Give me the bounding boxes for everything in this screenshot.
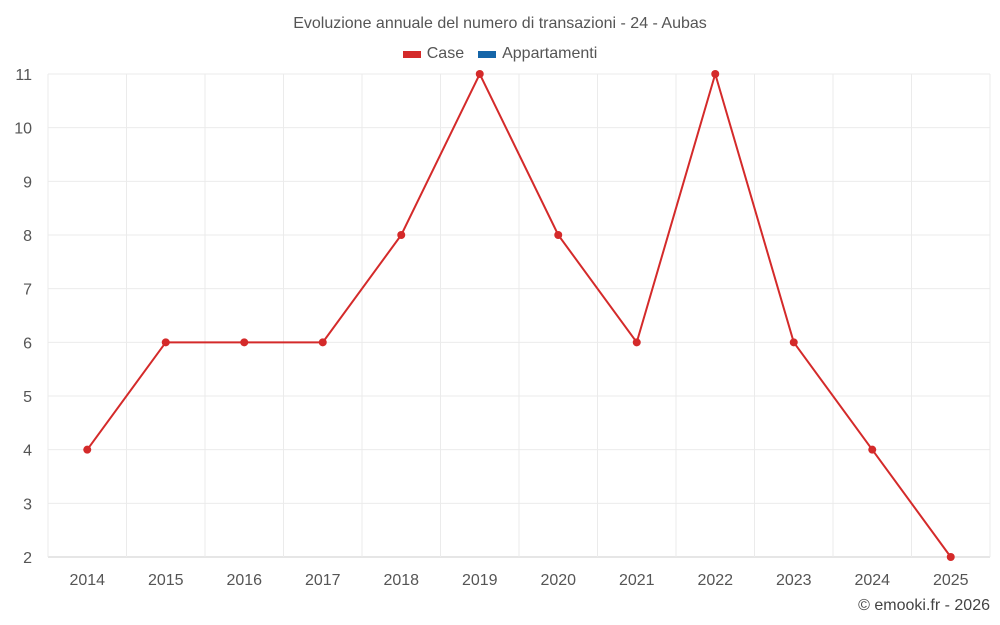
chart-legend: Case Appartamenti xyxy=(0,45,1000,63)
legend-item-case[interactable]: Case xyxy=(402,45,465,63)
x-tick-label: 2025 xyxy=(933,572,969,589)
y-tick-label: 2 xyxy=(23,550,32,567)
y-tick-label: 4 xyxy=(23,443,32,460)
x-tick-label: 2023 xyxy=(776,572,812,589)
y-tick-label: 6 xyxy=(23,335,32,352)
x-tick-label: 2015 xyxy=(148,572,184,589)
y-tick-label: 7 xyxy=(23,282,32,299)
legend-label-appartamenti: Appartamenti xyxy=(502,45,598,62)
data-point xyxy=(397,231,406,239)
data-point xyxy=(554,231,563,239)
x-tick-label: 2022 xyxy=(697,572,733,589)
data-point xyxy=(789,338,798,347)
y-tick-label: 8 xyxy=(23,228,32,245)
y-tick-label: 10 xyxy=(14,121,32,138)
x-tick-label: 2017 xyxy=(305,572,341,589)
x-tick-label: 2018 xyxy=(383,572,419,589)
data-point xyxy=(632,338,641,347)
legend-item-appartamenti[interactable]: Appartamenti xyxy=(478,45,597,63)
data-point xyxy=(161,338,170,347)
legend-swatch-case xyxy=(402,50,421,58)
y-tick-label: 3 xyxy=(23,496,32,513)
data-point xyxy=(946,553,955,561)
x-tick-label: 2016 xyxy=(226,572,262,589)
x-tick-label: 2019 xyxy=(462,572,498,589)
y-tick-label: 5 xyxy=(23,389,32,406)
x-tick-label: 2020 xyxy=(540,572,576,589)
legend-swatch-appartamenti xyxy=(478,50,497,58)
y-tick-label: 9 xyxy=(23,174,32,191)
legend-label-case: Case xyxy=(426,45,465,62)
data-point xyxy=(83,445,92,454)
data-point xyxy=(868,445,877,454)
x-tick-label: 2024 xyxy=(854,572,890,589)
x-tick-label: 2021 xyxy=(619,572,655,589)
data-point xyxy=(240,338,249,347)
series-line-0 xyxy=(86,70,952,558)
chart-title: Evoluzione annuale del numero di transaz… xyxy=(293,15,707,32)
data-point xyxy=(475,70,484,78)
data-point xyxy=(711,70,720,78)
x-tick-label: 2014 xyxy=(69,572,105,589)
data-point xyxy=(318,338,327,347)
credit-text: © emooki.fr - 2026 xyxy=(858,597,990,614)
y-tick-label: 11 xyxy=(15,67,32,84)
